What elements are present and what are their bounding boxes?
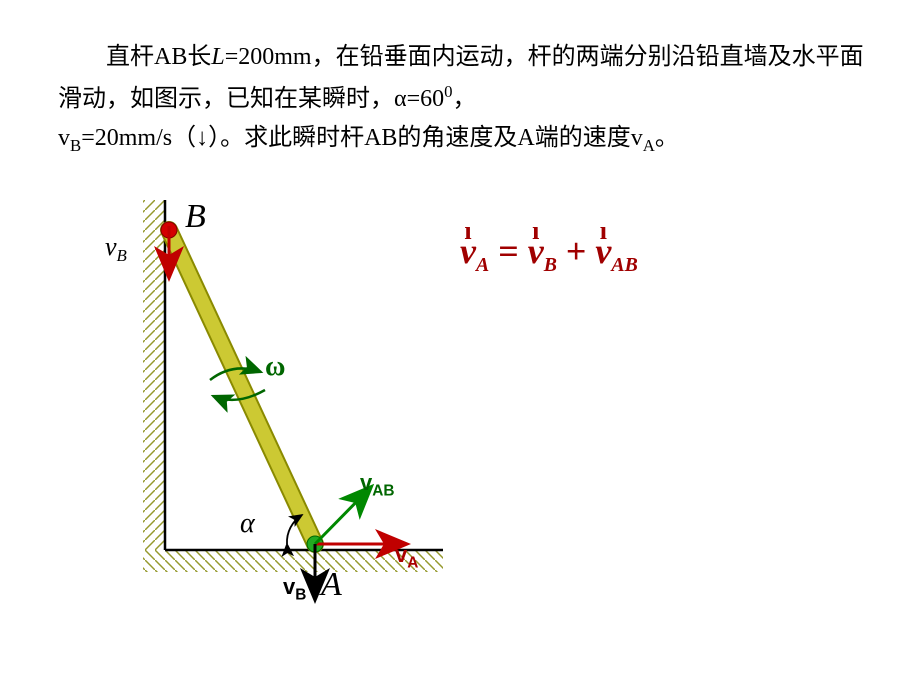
- wall-hatch: [143, 200, 165, 550]
- text-4: v: [58, 125, 70, 151]
- label-vB: vB: [105, 232, 127, 266]
- text-1: 直杆AB长: [106, 44, 211, 70]
- text-3: ，: [453, 86, 477, 112]
- label-vA: vA: [395, 542, 418, 572]
- sub-A: A: [643, 136, 655, 155]
- label-A: A: [321, 566, 342, 604]
- label-vB-bottom: vB: [283, 574, 306, 604]
- sup-0: 0: [444, 82, 452, 101]
- sub-B: B: [70, 136, 81, 155]
- label-B: B: [185, 198, 206, 236]
- bar-AB: [169, 230, 315, 544]
- diagram-svg: [65, 190, 495, 670]
- label-alpha: α: [240, 508, 255, 540]
- var-L: L: [211, 44, 224, 70]
- indent: [58, 44, 106, 70]
- text-6: 。: [655, 125, 679, 151]
- label-vAB: vAB: [360, 470, 394, 500]
- text-5: =20mm/s（↓）。求此瞬时杆AB的角速度及A端的速度v: [81, 125, 643, 151]
- mechanics-diagram: B vB ω α vAB vA vB A: [65, 190, 495, 670]
- label-omega: ω: [265, 351, 285, 383]
